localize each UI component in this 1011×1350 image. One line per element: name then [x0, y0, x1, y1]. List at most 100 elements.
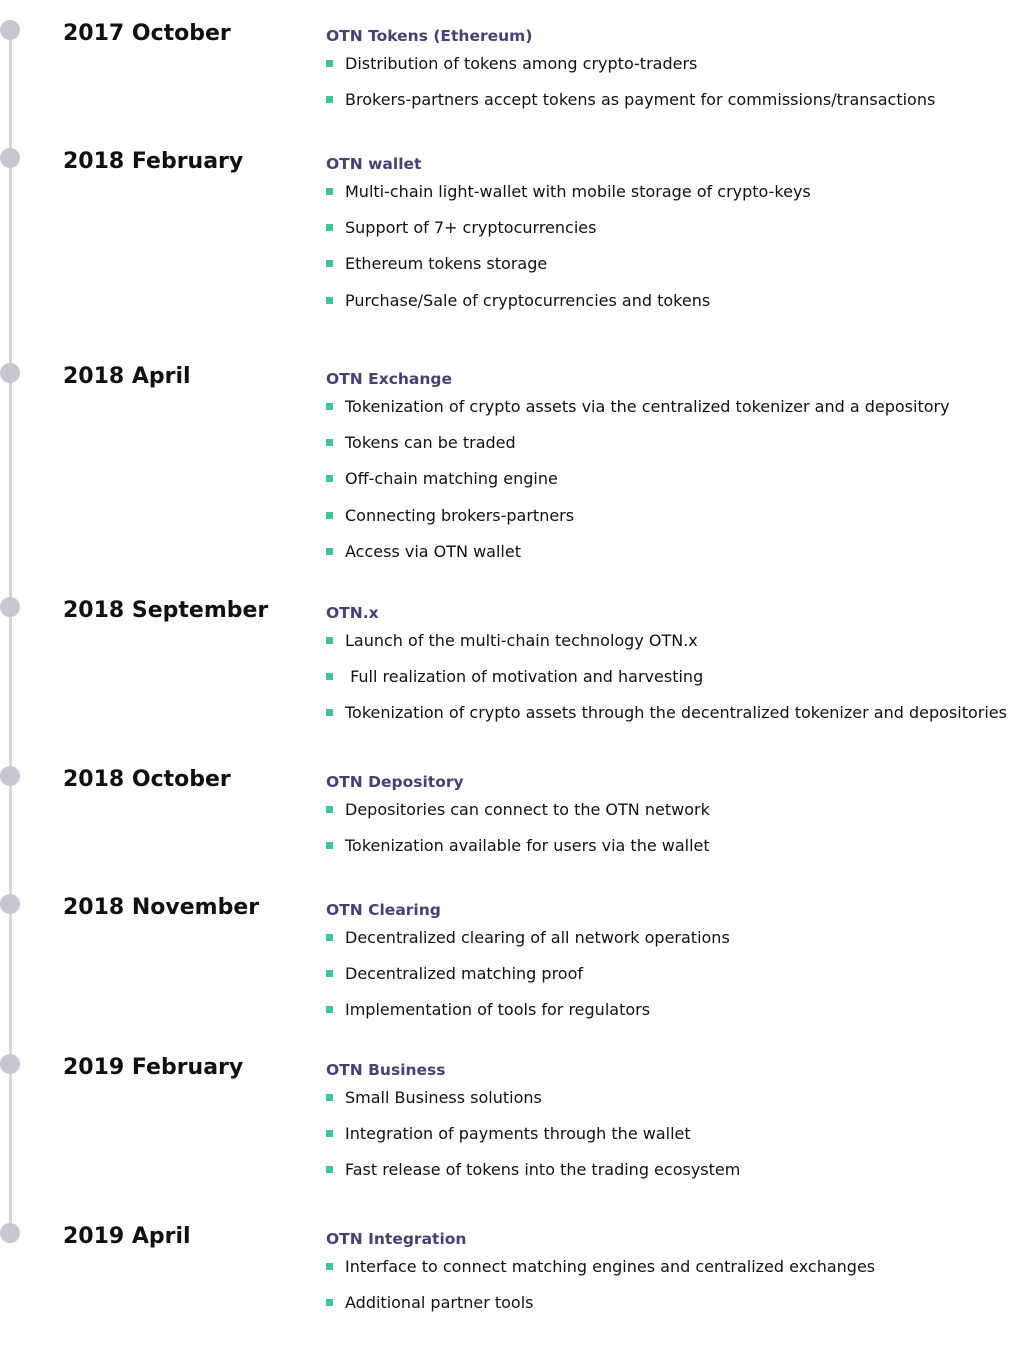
list-item-text: Full realization of motivation and harve…: [345, 667, 704, 687]
milestone-content: OTN.x Launch of the multi-chain technolog…: [326, 603, 1011, 723]
list-item-text: Distribution of tokens among crypto-trad…: [345, 54, 698, 73]
square-bullet-icon: [326, 511, 333, 519]
list-item: Brokers-partners accept tokens as paymen…: [326, 90, 1011, 110]
milestone-date: 2018 April: [63, 364, 191, 389]
timeline-dot: [0, 766, 20, 786]
milestone-date: 2019 April: [63, 1224, 191, 1249]
list-item-text: Tokens can be traded: [345, 433, 516, 453]
list-item: Depositories can connect to the OTN netw…: [326, 800, 1011, 820]
square-bullet-icon: [326, 224, 333, 232]
list-item: Fast release of tokens into the trading …: [326, 1160, 1011, 1180]
square-bullet-icon: [326, 260, 333, 268]
list-item-text: Launch of the multi-chain technology OTN…: [345, 631, 698, 650]
milestone-content: OTN Business Small Business solutions Inte…: [326, 1060, 1011, 1180]
list-item-text: Integration of payments through the wall…: [345, 1124, 691, 1144]
milestone-title: OTN wallet: [326, 155, 422, 173]
square-bullet-icon: [326, 296, 333, 304]
square-bullet-icon: [326, 1006, 333, 1014]
list-item-text: Purchase/Sale of cryptocurrencies and to…: [345, 290, 711, 310]
list-item-text: Off-chain matching engine: [345, 469, 558, 489]
list-item-text: Tokenization available for users via the…: [345, 836, 710, 856]
list-item: Tokenization of crypto assets via the ce…: [326, 397, 1011, 417]
milestone-content: OTN Exchange Tokenization of crypto asset…: [326, 369, 1011, 562]
list-item: Small Business solutions: [326, 1088, 1011, 1108]
list-item-text: Decentralized clearing of all network op…: [345, 928, 730, 947]
milestone-title: OTN Tokens (Ethereum): [326, 27, 533, 45]
list-item-text: Tokenization of crypto assets through th…: [345, 703, 1007, 723]
milestone-date: 2018 October: [63, 767, 231, 792]
list-item: Purchase/Sale of cryptocurrencies and to…: [326, 291, 1011, 311]
square-bullet-icon: [326, 60, 333, 67]
list-item: Support of 7+ cryptocurrencies: [326, 218, 1011, 238]
square-bullet-icon: [326, 1299, 333, 1307]
square-bullet-icon: [326, 547, 333, 555]
milestone-content: OTN Tokens (Ethereum) Distribution of tok…: [326, 26, 1011, 110]
square-bullet-icon: [326, 709, 333, 717]
square-bullet-icon: [326, 970, 333, 978]
square-bullet-icon: [326, 842, 333, 850]
list-item: Multi-chain light-wallet with mobile sto…: [326, 182, 1011, 202]
square-bullet-icon: [326, 439, 333, 447]
list-item: Access via OTN wallet: [326, 542, 1011, 562]
list-item: Implementation of tools for regulators: [326, 1000, 1011, 1020]
list-item: Interface to connect matching engines an…: [326, 1257, 1011, 1277]
list-item: Additional partner tools: [326, 1293, 1011, 1313]
milestone-item-list: Decentralized clearing of all network op…: [326, 928, 1011, 1020]
milestone-content: OTN wallet Multi-chain light-wallet with …: [326, 154, 1011, 311]
timeline-dot: [0, 20, 20, 40]
milestone-item-list: Small Business solutions Integration of p…: [326, 1088, 1011, 1180]
timeline-dot: [0, 148, 20, 168]
square-bullet-icon: [326, 637, 333, 644]
list-item-text: Additional partner tools: [345, 1293, 534, 1313]
list-item-text: Tokenization of crypto assets via the ce…: [345, 397, 950, 416]
timeline-dot: [0, 363, 20, 383]
list-item-text: Interface to connect matching engines an…: [345, 1257, 876, 1276]
milestone-content: OTN Integration Interface to connect matc…: [326, 1229, 1011, 1313]
milestone-title: OTN Exchange: [326, 370, 453, 388]
square-bullet-icon: [326, 673, 333, 681]
list-item: Ethereum tokens storage: [326, 254, 1011, 274]
milestone-date: 2018 February: [63, 149, 244, 174]
square-bullet-icon: [326, 1166, 333, 1174]
list-item: Connecting brokers-partners: [326, 506, 1011, 526]
square-bullet-icon: [326, 1094, 333, 1101]
milestone-item-list: Multi-chain light-wallet with mobile sto…: [326, 182, 1011, 311]
list-item: Decentralized matching proof: [326, 964, 1011, 984]
milestone-date: 2018 November: [63, 895, 260, 920]
timeline-dot: [0, 1223, 20, 1243]
milestone-content: OTN Clearing Decentralized clearing of al…: [326, 900, 1011, 1020]
list-item-text: Implementation of tools for regulators: [345, 1000, 651, 1020]
milestone-item-list: Interface to connect matching engines an…: [326, 1257, 1011, 1313]
square-bullet-icon: [326, 1263, 333, 1270]
square-bullet-icon: [326, 475, 333, 483]
square-bullet-icon: [326, 806, 333, 813]
list-item-text: Decentralized matching proof: [345, 964, 583, 984]
timeline-line: [9, 30, 12, 1233]
list-item-text: Brokers-partners accept tokens as paymen…: [345, 90, 936, 110]
square-bullet-icon: [326, 188, 333, 195]
milestone-item-list: Distribution of tokens among crypto-trad…: [326, 54, 1011, 110]
list-item: Integration of payments through the wall…: [326, 1124, 1011, 1144]
list-item: Off-chain matching engine: [326, 469, 1011, 489]
list-item-text: Connecting brokers-partners: [345, 505, 575, 525]
milestone-date: 2017 October: [63, 21, 231, 46]
milestone-date: 2018 September: [63, 598, 269, 623]
list-item-text: Access via OTN wallet: [345, 541, 521, 561]
list-item-text: Ethereum tokens storage: [345, 254, 548, 274]
milestone-item-list: Depositories can connect to the OTN netw…: [326, 800, 1011, 856]
square-bullet-icon: [326, 96, 333, 104]
list-item: Decentralized clearing of all network op…: [326, 928, 1011, 948]
square-bullet-icon: [326, 934, 333, 941]
milestone-item-list: Tokenization of crypto assets via the ce…: [326, 397, 1011, 562]
list-item-text: Support of 7+ cryptocurrencies: [345, 218, 597, 238]
list-item-text: Fast release of tokens into the trading …: [345, 1160, 741, 1180]
milestone-item-list: Launch of the multi-chain technology OTN…: [326, 631, 1011, 723]
list-item: Tokenization available for users via the…: [326, 836, 1011, 856]
timeline-dot: [0, 1054, 20, 1074]
milestone-title: OTN Clearing: [326, 901, 441, 919]
milestone-title: OTN Depository: [326, 773, 464, 791]
square-bullet-icon: [326, 1130, 333, 1138]
milestone-content: OTN Depository Depositories can connect t…: [326, 772, 1011, 856]
milestone-title: OTN Business: [326, 1061, 446, 1079]
milestone-title: OTN Integration: [326, 1230, 467, 1248]
